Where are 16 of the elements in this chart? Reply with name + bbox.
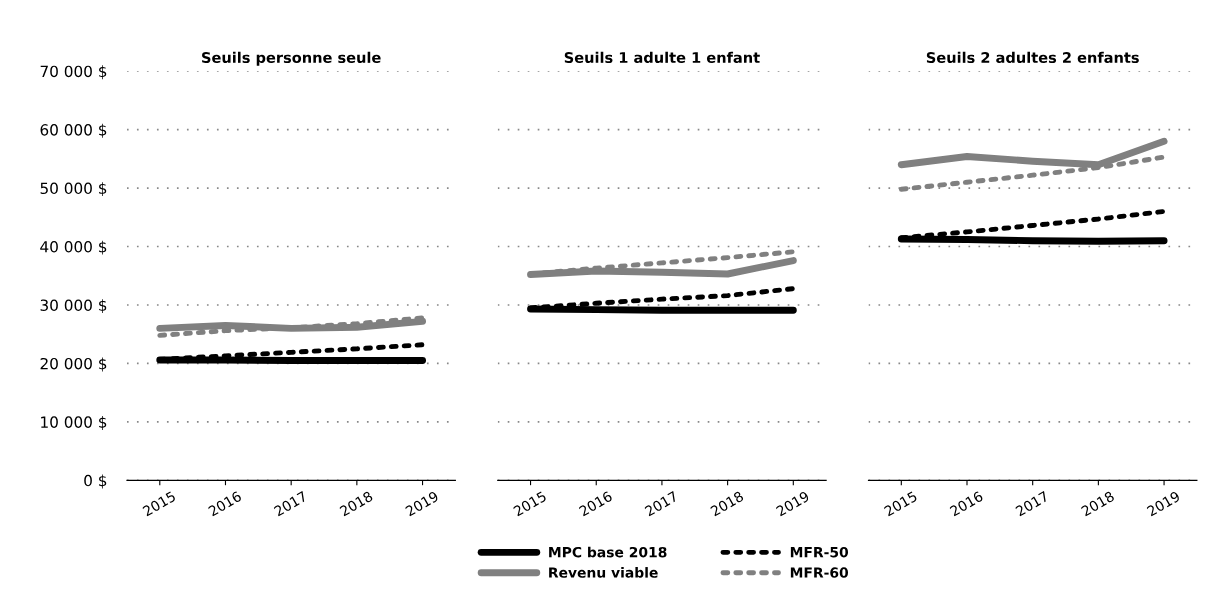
y-tick-label: 30 000 $ bbox=[40, 299, 107, 314]
line-series bbox=[157, 315, 425, 338]
chart-title: Seuils 1 adulte 1 enfant bbox=[564, 51, 760, 64]
y-tick-label: 10 000 $ bbox=[41, 416, 107, 430]
y-tick-label: 20 000 $ bbox=[40, 357, 107, 372]
chart-title: Seuils personne seule bbox=[202, 51, 381, 66]
legend-label: MFR-50 bbox=[790, 546, 849, 558]
y-tick-label: 50 000 $ bbox=[40, 182, 107, 197]
y-tick-label: 40 000 $ bbox=[40, 240, 107, 255]
y-tick-label: 70 000 $ bbox=[40, 65, 107, 80]
y-tick-label: 60 000 $ bbox=[40, 123, 107, 138]
legend-label: MPC base 2018 bbox=[549, 546, 667, 558]
legend-label: Revenu viable bbox=[549, 567, 658, 578]
chart-title: Seuils 2 adultes 2 enfants bbox=[926, 51, 1139, 64]
legend-label: MFR-60 bbox=[790, 567, 849, 578]
y-tick-label: 0 $ bbox=[84, 474, 107, 489]
